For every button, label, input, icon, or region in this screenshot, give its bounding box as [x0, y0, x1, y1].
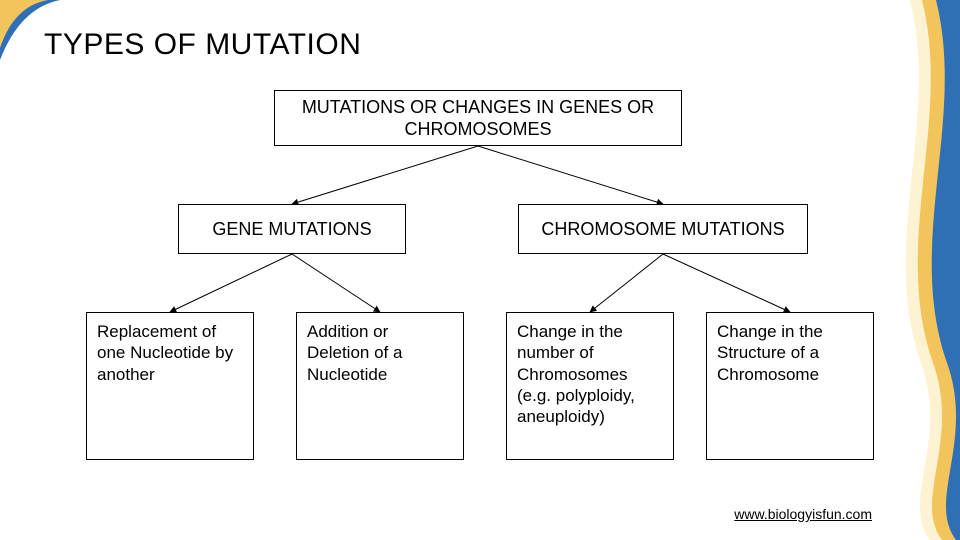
tree-root-label: MUTATIONS OR CHANGES IN GENES OR CHROMOS… — [275, 96, 681, 141]
page-title: TYPES OF MUTATION — [44, 28, 361, 62]
tree-leaf-node: Addition or Deletion of a Nucleotide — [296, 312, 464, 460]
tree-leaf-label: Change in the Structure of a Chromosome — [717, 321, 863, 385]
tree-branch-label: GENE MUTATIONS — [212, 218, 371, 241]
mutation-tree-diagram: MUTATIONS OR CHANGES IN GENES OR CHROMOS… — [86, 90, 876, 480]
tree-leaf-label: Addition or Deletion of a Nucleotide — [307, 321, 453, 385]
source-link[interactable]: www.biologyisfun.com — [734, 506, 872, 522]
slide: TYPES OF MUTATION MUTATIONS OR CHANGES I… — [0, 0, 960, 540]
tree-branch-gene: GENE MUTATIONS — [178, 204, 406, 254]
tree-branch-chromosome: CHROMOSOME MUTATIONS — [518, 204, 808, 254]
tree-leaf-node: Replacement of one Nucleotide by another — [86, 312, 254, 460]
tree-branch-label: CHROMOSOME MUTATIONS — [541, 218, 784, 241]
tree-leaf-node: Change in the number of Chromosomes (e.g… — [506, 312, 674, 460]
tree-leaf-node: Change in the Structure of a Chromosome — [706, 312, 874, 460]
tree-root-node: MUTATIONS OR CHANGES IN GENES OR CHROMOS… — [274, 90, 682, 146]
side-wave-icon — [880, 0, 960, 540]
tree-leaf-label: Change in the number of Chromosomes (e.g… — [517, 321, 663, 427]
tree-leaf-label: Replacement of one Nucleotide by another — [97, 321, 243, 385]
